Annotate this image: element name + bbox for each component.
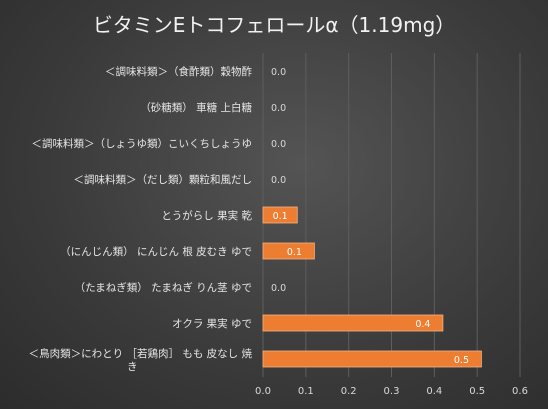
x-tick-label: 0.3 xyxy=(384,386,400,397)
category-label: とうがらし 果実 乾 xyxy=(161,209,252,222)
category-label: ＜調味料類＞（だし類）顆粒和風だし xyxy=(74,173,253,186)
data-label: 0.5 xyxy=(454,355,469,366)
chart-title: ビタミンEトコフェロールα（1.19mg） xyxy=(93,13,456,37)
x-tick-labels: 0.0 0.1 0.2 0.3 0.4 0.5 0.6 xyxy=(255,386,528,397)
bars xyxy=(262,206,482,368)
bar xyxy=(262,314,444,332)
data-label: 0.1 xyxy=(273,211,288,222)
data-label: 0.0 xyxy=(271,283,286,294)
category-label: ＜調味料類＞（しょうゆ類）こいくちしょうゆ xyxy=(32,137,253,150)
bar xyxy=(262,206,298,224)
gridlines xyxy=(262,53,521,377)
x-tick-label: 0.4 xyxy=(426,386,442,397)
bar xyxy=(262,242,315,260)
x-tick-label: 0.2 xyxy=(341,386,357,397)
x-tick-label: 0.6 xyxy=(512,386,528,397)
x-tick-label: 0.5 xyxy=(469,386,485,397)
category-label: （たまねぎ類） たまねぎ りん茎 ゆで xyxy=(75,281,252,294)
category-label: （にんじん類） にんじん 根 皮むき ゆで xyxy=(60,245,252,258)
data-label: 0.4 xyxy=(415,319,430,330)
data-label: 0.0 xyxy=(271,67,286,78)
category-label: （砂糖類） 車糖 上白糖 xyxy=(140,101,252,114)
data-label: 0.1 xyxy=(287,247,302,258)
category-label: オクラ 果実 ゆで xyxy=(172,317,252,330)
data-label: 0.0 xyxy=(271,103,286,114)
category-label: ＜調味料類＞（食酢類）穀物酢 xyxy=(105,65,252,78)
data-label: 0.0 xyxy=(271,139,286,150)
data-labels: 0.0 0.0 0.0 0.0 0.1 0.1 0.0 0.4 0.5 xyxy=(271,67,469,366)
category-labels: ＜調味料類＞（食酢類）穀物酢 （砂糖類） 車糖 上白糖 ＜調味料類＞（しょうゆ類）こ… xyxy=(29,65,253,373)
x-tick-label: 0.1 xyxy=(298,386,314,397)
data-label: 0.0 xyxy=(271,175,286,186)
bar xyxy=(262,350,482,368)
x-tick-label: 0.0 xyxy=(255,386,271,397)
category-label: ＜鳥肉類＞にわとり ［若鶏肉］ もも 皮なし 焼き xyxy=(29,347,253,373)
